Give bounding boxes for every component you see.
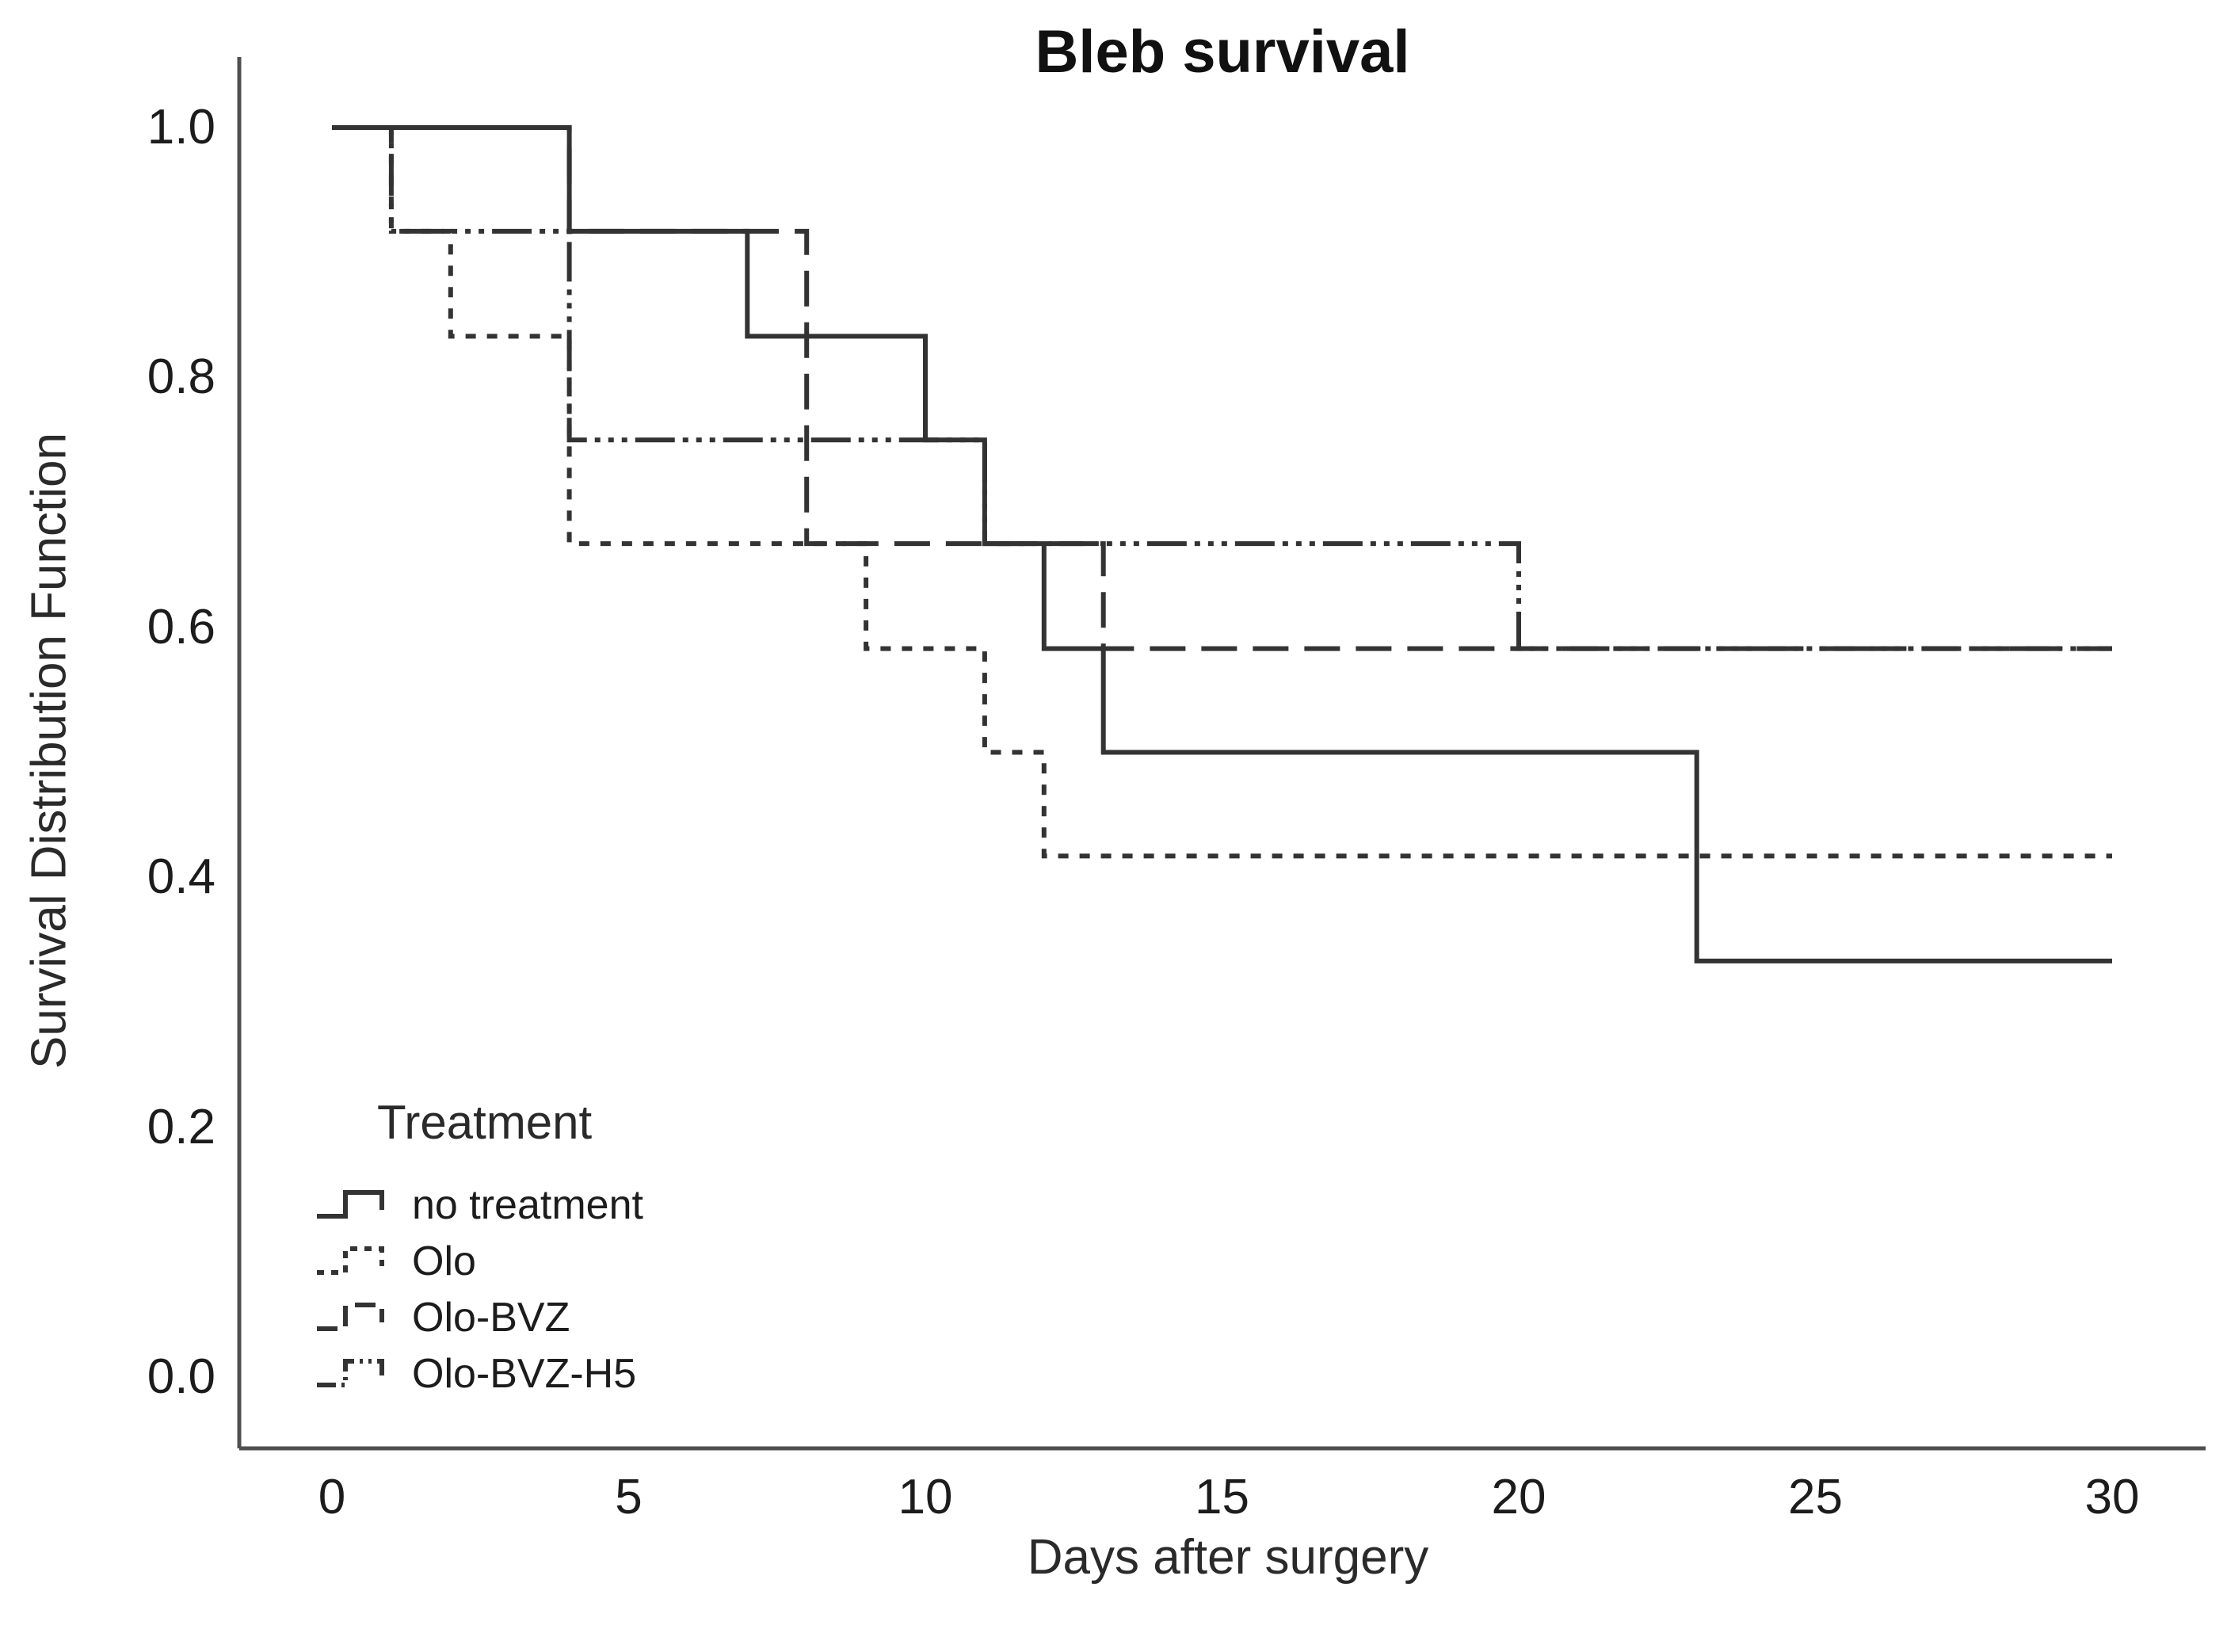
legend-item-olo: Olo <box>315 1233 643 1289</box>
survival-curves <box>332 125 2112 963</box>
y-tick-label-0.6: 0.6 <box>147 599 215 654</box>
legend-item-olo-bvz-h5: Olo-BVZ-H5 <box>315 1345 643 1402</box>
solid-line-icon <box>317 1189 384 1219</box>
y-tick-label-0.0: 0.0 <box>147 1349 215 1404</box>
dash-dot-dot-line-icon <box>317 1358 384 1387</box>
legend-label: no treatment <box>412 1181 643 1228</box>
x-tick-label-0: 0 <box>318 1470 346 1524</box>
legend-label: Olo-BVZ-H5 <box>412 1350 637 1397</box>
legend-line-sample-long-dash <box>317 1302 384 1331</box>
series-olo-bvz <box>332 125 2112 651</box>
legend-item-no-treatment: no treatment <box>315 1177 643 1233</box>
chart-title: Bleb survival <box>1035 18 1410 86</box>
legend-line-sample-dotted <box>317 1246 384 1275</box>
x-tick-label-5: 5 <box>615 1470 643 1524</box>
x-tick-label-20: 20 <box>1491 1470 1546 1524</box>
legend-label: Olo <box>412 1238 476 1284</box>
series-olo-bvz-h5 <box>332 125 2112 651</box>
series-olo <box>332 125 2112 859</box>
legend-title: Treatment <box>377 1096 593 1149</box>
y-tick-label-0.4: 0.4 <box>147 849 215 905</box>
y-tick-label-1.0: 1.0 <box>147 100 215 155</box>
legend-label: Olo-BVZ <box>412 1294 570 1341</box>
series-no-treatment <box>332 125 2112 963</box>
x-tick-label-30: 30 <box>2084 1470 2140 1524</box>
legend-line-sample-dash-dot-dot <box>317 1358 384 1387</box>
legend-line-sample-solid <box>317 1189 384 1219</box>
x-tick-label-15: 15 <box>1195 1470 1249 1524</box>
x-axis-title: Days after surgery <box>1027 1530 1429 1585</box>
long-dash-line-icon <box>317 1302 384 1331</box>
legend-items: no treatment Olo Olo-BVZ Olo-BVZ-H5 <box>315 1177 643 1402</box>
y-tick-label-0.2: 0.2 <box>147 1099 215 1154</box>
legend: Treatment no treatment Olo Olo-BVZ Olo-BVZ-… <box>315 1095 643 1402</box>
y-tick-label-0.8: 0.8 <box>147 349 215 405</box>
x-tick-label-25: 25 <box>1788 1470 1843 1524</box>
legend-item-olo-bvz: Olo-BVZ <box>315 1289 643 1345</box>
x-tick-label-10: 10 <box>898 1470 953 1524</box>
dotted-line-icon <box>317 1246 384 1275</box>
